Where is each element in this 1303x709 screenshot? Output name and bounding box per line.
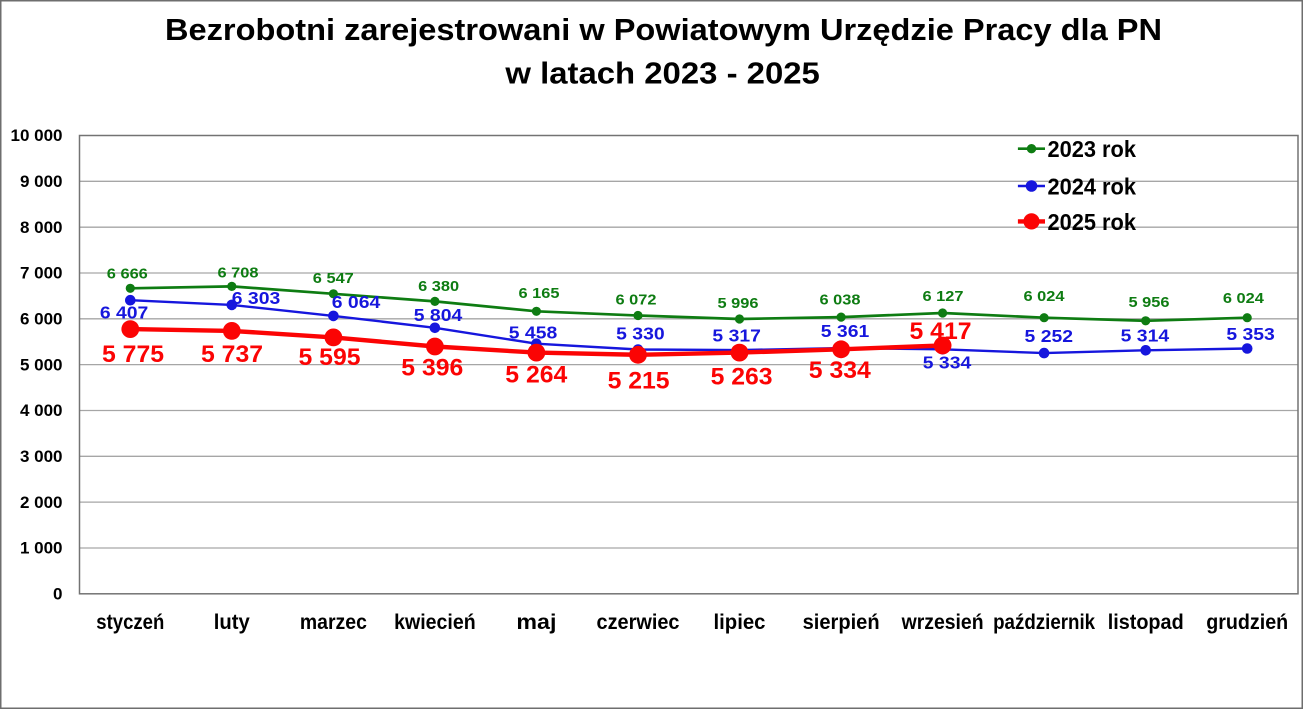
svg-text:6 708: 6 708 [218, 265, 259, 282]
svg-text:6 072: 6 072 [616, 291, 657, 308]
svg-text:5 737: 5 737 [201, 341, 263, 368]
svg-text:wrzesień: wrzesień [901, 611, 984, 634]
svg-text:5 252: 5 252 [1025, 326, 1074, 346]
svg-text:marzec: marzec [300, 611, 367, 634]
svg-text:październik: październik [993, 611, 1095, 634]
svg-text:6 303: 6 303 [232, 288, 281, 308]
svg-text:1 000: 1 000 [20, 539, 63, 558]
svg-text:6 024: 6 024 [1024, 288, 1066, 305]
svg-text:5 396: 5 396 [401, 355, 463, 382]
svg-text:5 595: 5 595 [299, 344, 361, 371]
svg-text:6 165: 6 165 [519, 285, 560, 302]
svg-text:6 547: 6 547 [313, 270, 354, 287]
svg-text:7 000: 7 000 [20, 264, 63, 283]
svg-text:5 263: 5 263 [711, 363, 773, 390]
svg-text:kwiecień: kwiecień [394, 611, 476, 634]
svg-text:8 000: 8 000 [20, 218, 63, 237]
svg-text:5 000: 5 000 [20, 355, 63, 374]
svg-text:5 996: 5 996 [718, 295, 759, 312]
svg-text:5 314: 5 314 [1121, 325, 1170, 345]
svg-text:2024 rok: 2024 rok [1048, 173, 1137, 199]
svg-text:6 024: 6 024 [1223, 290, 1265, 307]
svg-text:9 000: 9 000 [20, 172, 63, 191]
svg-text:5 334: 5 334 [923, 352, 972, 372]
svg-text:5 264: 5 264 [505, 362, 568, 389]
svg-text:4 000: 4 000 [20, 401, 63, 420]
svg-text:lipiec: lipiec [714, 611, 766, 634]
svg-text:w latach 2023 - 2025: w latach 2023 - 2025 [504, 55, 820, 90]
svg-text:2023 rok: 2023 rok [1048, 136, 1137, 162]
svg-text:6 000: 6 000 [20, 310, 63, 329]
svg-text:5 215: 5 215 [608, 367, 670, 394]
svg-text:listopad: listopad [1108, 611, 1184, 634]
svg-text:6 666: 6 666 [107, 265, 148, 282]
svg-text:luty: luty [214, 611, 250, 634]
svg-text:5 775: 5 775 [102, 341, 164, 368]
svg-text:5 361: 5 361 [821, 321, 870, 341]
svg-text:5 417: 5 417 [910, 318, 972, 345]
svg-text:6 380: 6 380 [418, 278, 459, 295]
svg-text:5 334: 5 334 [809, 357, 872, 384]
svg-text:sierpień: sierpień [803, 611, 880, 634]
svg-text:3 000: 3 000 [20, 447, 63, 466]
svg-text:0: 0 [53, 585, 62, 604]
svg-text:6 038: 6 038 [820, 292, 861, 309]
svg-text:5 956: 5 956 [1129, 294, 1170, 311]
svg-text:maj: maj [516, 611, 556, 634]
svg-text:5 458: 5 458 [509, 322, 558, 342]
svg-text:6 064: 6 064 [332, 292, 381, 312]
svg-text:6 407: 6 407 [100, 302, 149, 322]
svg-text:5 317: 5 317 [712, 325, 761, 345]
svg-text:2 000: 2 000 [20, 493, 63, 512]
svg-text:5 804: 5 804 [414, 305, 463, 325]
svg-text:5 330: 5 330 [616, 324, 665, 344]
svg-text:5 353: 5 353 [1226, 324, 1275, 344]
svg-text:10 000: 10 000 [11, 126, 63, 145]
svg-text:Bezrobotni zarejestrowani w Po: Bezrobotni zarejestrowani w Powiatowym U… [165, 12, 1162, 47]
svg-text:6 127: 6 127 [923, 288, 964, 305]
svg-text:styczeń: styczeń [96, 611, 164, 634]
svg-text:2025 rok: 2025 rok [1048, 209, 1137, 235]
svg-text:czerwiec: czerwiec [597, 611, 680, 634]
svg-text:grudzień: grudzień [1206, 611, 1288, 634]
